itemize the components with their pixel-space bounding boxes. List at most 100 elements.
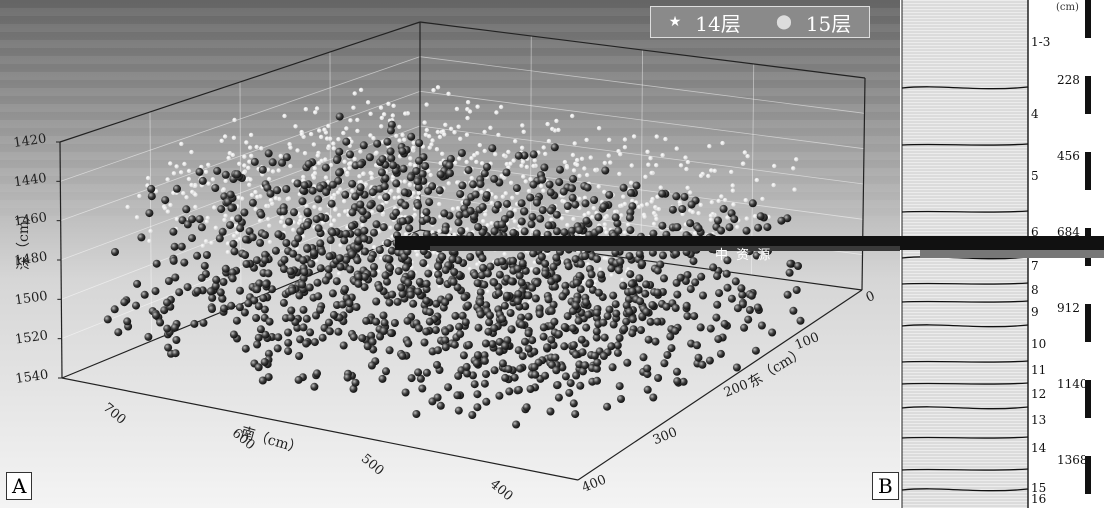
point-layer-15 xyxy=(422,279,431,288)
point-layer-14 xyxy=(397,138,402,143)
point-layer-15 xyxy=(473,279,482,288)
point-layer-14 xyxy=(203,169,209,174)
point-layer-14 xyxy=(683,155,688,160)
point-layer-14 xyxy=(255,194,260,200)
point-layer-14 xyxy=(336,212,342,218)
point-layer-15 xyxy=(789,306,798,315)
layer-number-label: 4 xyxy=(1031,107,1039,121)
point-layer-15 xyxy=(354,279,363,288)
point-layer-14 xyxy=(621,194,626,199)
point-layer-14 xyxy=(521,174,526,179)
point-layer-15 xyxy=(505,387,514,396)
point-layer-15 xyxy=(368,188,377,197)
point-layer-15 xyxy=(413,177,422,186)
point-layer-14 xyxy=(622,201,627,207)
point-layer-15 xyxy=(616,257,625,266)
point-layer-15 xyxy=(274,230,283,239)
point-layer-15 xyxy=(713,272,722,281)
point-layer-15 xyxy=(208,293,217,302)
point-layer-15 xyxy=(216,288,225,297)
point-layer-15 xyxy=(415,277,424,286)
point-layer-14 xyxy=(361,171,366,177)
layer-boundary xyxy=(901,488,1029,492)
point-layer-14 xyxy=(174,164,179,169)
point-layer-14 xyxy=(570,113,575,119)
point-layer-15 xyxy=(434,346,442,355)
point-layer-14 xyxy=(729,169,734,175)
point-layer-15 xyxy=(593,376,601,385)
point-layer-15 xyxy=(328,228,337,237)
point-layer-15 xyxy=(419,259,428,268)
point-layer-14 xyxy=(619,213,624,218)
point-layer-15 xyxy=(228,274,237,283)
point-layer-15 xyxy=(376,204,385,213)
point-layer-14 xyxy=(541,145,546,150)
point-layer-15 xyxy=(524,312,533,321)
point-layer-15 xyxy=(312,311,320,320)
box-edge xyxy=(419,21,866,79)
legend-label-14: 14层 xyxy=(695,11,741,36)
point-layer-14 xyxy=(222,134,228,139)
point-layer-14 xyxy=(443,122,448,128)
point-layer-14 xyxy=(680,211,685,217)
point-layer-14 xyxy=(230,152,235,158)
point-layer-14 xyxy=(223,213,228,218)
point-layer-15 xyxy=(543,343,552,352)
point-layer-15 xyxy=(362,316,371,325)
point-layer-15 xyxy=(188,215,197,224)
point-layer-15 xyxy=(498,220,507,229)
point-layer-15 xyxy=(193,251,202,260)
point-layer-15 xyxy=(273,344,282,353)
point-layer-14 xyxy=(591,205,596,211)
point-layer-14 xyxy=(513,139,518,144)
point-layer-15 xyxy=(546,206,555,215)
point-layer-15 xyxy=(528,283,537,292)
point-layer-14 xyxy=(278,153,283,159)
point-layer-15 xyxy=(737,284,746,293)
point-layer-14 xyxy=(771,182,776,188)
point-layer-15 xyxy=(603,312,612,321)
point-layer-15 xyxy=(250,296,259,305)
point-layer-15 xyxy=(613,219,622,228)
point-layer-15 xyxy=(380,182,389,191)
point-layer-15 xyxy=(482,370,490,379)
y-axis-line xyxy=(577,289,863,481)
point-layer-15 xyxy=(532,229,541,238)
point-layer-15 xyxy=(615,382,624,391)
point-layer-15 xyxy=(709,263,718,272)
point-layer-15 xyxy=(296,227,305,236)
layer-boundary xyxy=(901,360,1029,363)
point-layer-15 xyxy=(535,304,544,313)
point-layer-15 xyxy=(177,242,186,251)
point-layer-15 xyxy=(560,323,569,331)
point-layer-15 xyxy=(607,264,616,273)
point-layer-15 xyxy=(175,288,184,297)
point-layer-15 xyxy=(725,223,734,232)
point-layer-15 xyxy=(671,326,680,335)
point-layer-15 xyxy=(406,173,415,182)
point-layer-15 xyxy=(253,340,262,349)
point-layer-14 xyxy=(446,91,451,97)
point-layer-15 xyxy=(321,163,330,172)
point-layer-14 xyxy=(504,161,509,167)
point-layer-15 xyxy=(628,202,637,211)
point-layer-15 xyxy=(434,270,443,279)
point-layer-15 xyxy=(615,334,624,342)
point-layer-15 xyxy=(387,329,395,338)
point-layer-15 xyxy=(453,283,462,292)
point-layer-14 xyxy=(422,120,427,125)
point-layer-14 xyxy=(622,137,628,142)
point-layer-15 xyxy=(454,218,463,227)
point-layer-15 xyxy=(495,347,504,356)
point-layer-14 xyxy=(722,197,728,203)
point-layer-14 xyxy=(360,223,365,228)
point-layer-15 xyxy=(180,258,189,267)
point-layer-15 xyxy=(226,221,235,230)
point-layer-14 xyxy=(630,198,635,203)
background-band xyxy=(0,32,900,40)
point-layer-15 xyxy=(213,166,222,175)
point-layer-15 xyxy=(421,162,430,171)
point-layer-14 xyxy=(520,123,525,128)
point-layer-15 xyxy=(498,257,507,266)
point-layer-14 xyxy=(503,191,508,196)
